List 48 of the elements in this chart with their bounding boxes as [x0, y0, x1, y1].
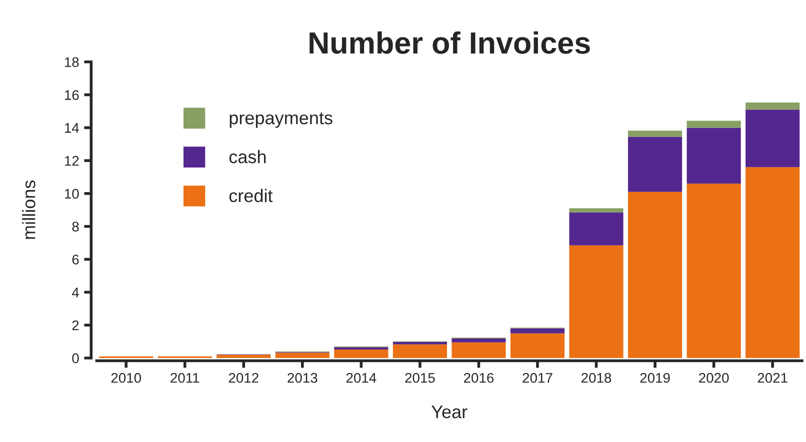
y-tick-label: 0: [72, 353, 79, 364]
bar: [746, 167, 800, 358]
y-axis-title: millions: [22, 180, 36, 239]
y-tick-label: 14: [64, 123, 79, 133]
x-tick-label: 2011: [170, 372, 200, 383]
bar: [569, 212, 624, 246]
y-tick-label: 18: [64, 57, 79, 68]
legend-label: prepayments: [230, 112, 332, 128]
y-tick-label: 16: [64, 90, 79, 100]
x-tick-label: 2012: [228, 372, 258, 383]
x-tick-label: 2020: [699, 372, 729, 383]
x-tick-label: 2019: [640, 372, 670, 383]
bar: [452, 338, 506, 342]
y-tick-label: 12: [64, 156, 79, 166]
bar: [275, 352, 330, 358]
x-tick-label: 2018: [582, 372, 612, 383]
y-tick-label: 2: [72, 320, 79, 330]
bar: [628, 130, 682, 137]
bar: [746, 102, 800, 110]
legend-label: cash: [229, 150, 266, 164]
x-axis-title: Year: [432, 406, 468, 418]
bar: [686, 120, 741, 128]
bar: [569, 245, 624, 358]
x-tick-label: 2015: [405, 372, 435, 383]
bar: [686, 128, 741, 184]
y-tick-label: 6: [72, 254, 79, 264]
x-tick-label: 2017: [522, 372, 552, 383]
y-tick-label: 8: [72, 222, 79, 232]
x-tick-label: 2014: [346, 372, 376, 383]
bar: [392, 344, 447, 358]
x-tick-label: 2016: [464, 372, 494, 383]
bar: [628, 136, 682, 192]
x-tick-label: 2013: [288, 372, 318, 383]
bar: [216, 354, 271, 358]
y-tick-label: 10: [64, 188, 79, 199]
y-tick-label: 4: [72, 288, 79, 298]
x-tick-label: 2010: [111, 372, 142, 383]
bar: [510, 333, 565, 358]
chart-title: Number of Invoices: [310, 31, 590, 54]
bar: [569, 208, 624, 212]
bar: [686, 184, 741, 358]
x-tick-label: 2021: [758, 372, 788, 383]
bar: [746, 110, 800, 168]
bar: [510, 328, 565, 334]
bar: [334, 349, 388, 358]
bar: [452, 342, 506, 358]
legend-label: credit: [229, 188, 273, 202]
bar: [628, 192, 682, 358]
